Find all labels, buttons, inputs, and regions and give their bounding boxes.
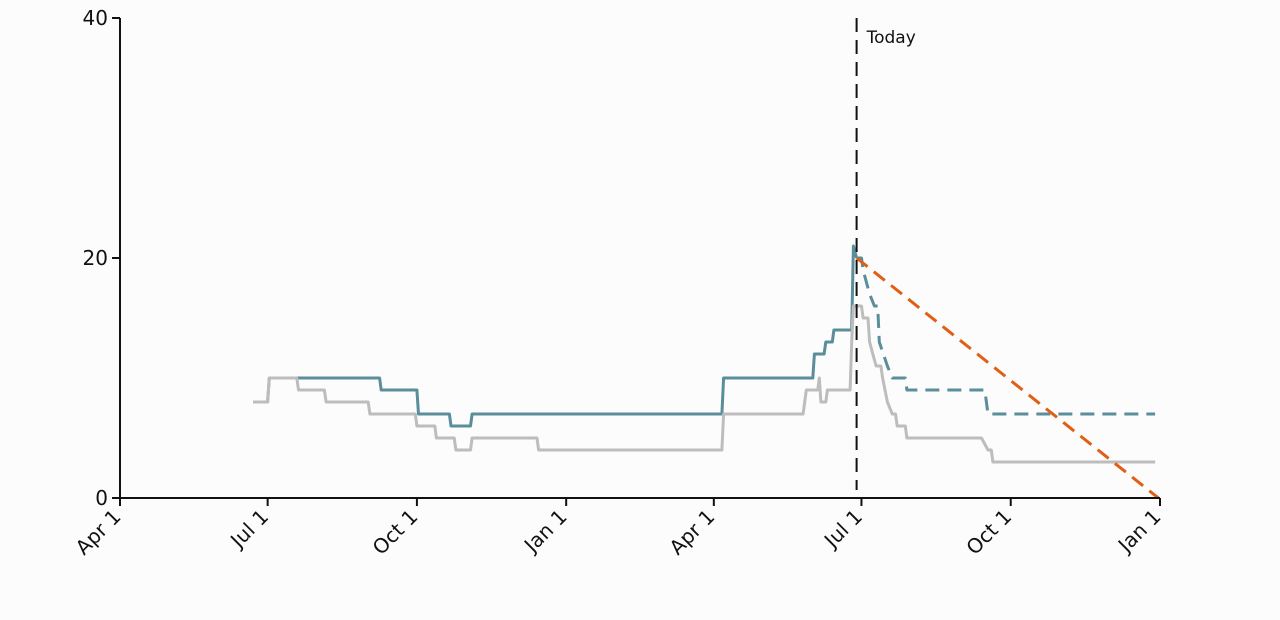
y-tick-label: 0 (95, 486, 108, 510)
series-line-3 (253, 304, 1156, 464)
x-tick-label: Apr 1 (664, 505, 719, 560)
y-tick-label: 40 (83, 6, 108, 30)
series-layer (253, 244, 1160, 500)
axes: 0 20 40 Apr 1 Jul 1 Oct 1 Jan 1 Apr 1 Jul 1 Oct 1… (71, 6, 1166, 559)
series-line-1 (253, 244, 859, 428)
x-tick-label: Apr 1 (71, 505, 126, 560)
x-tick-label: Jan 1 (1112, 505, 1166, 559)
today-marker: Today (855, 18, 916, 490)
x-tick-label: Oct 1 (961, 505, 1016, 560)
x-tick-label: Jul 1 (818, 505, 867, 554)
today-label: Today (866, 28, 916, 48)
y-tick-label: 20 (83, 246, 108, 270)
series-line-4 (855, 256, 1160, 500)
x-tick-label: Oct 1 (368, 505, 423, 560)
x-tick-label: Jul 1 (224, 505, 273, 554)
series-line-2 (856, 256, 1156, 416)
x-tick-label: Jan 1 (518, 505, 572, 559)
